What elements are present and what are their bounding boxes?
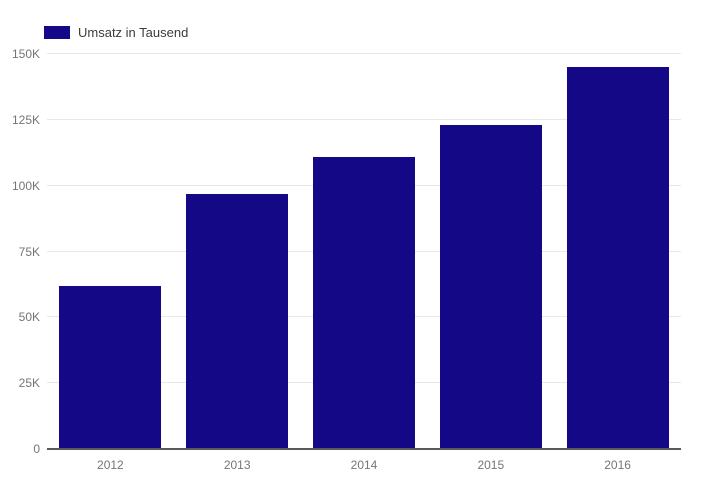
bar-2012 — [59, 285, 162, 449]
x-axis-labels: 2012 2013 2014 2015 2016 — [47, 457, 681, 473]
plot-area — [47, 53, 681, 450]
bar-2015 — [439, 125, 542, 449]
y-tick-label-100K: 100K — [11, 178, 40, 193]
x-tick-label-2016: 2016 — [604, 458, 631, 472]
y-tick-label-0: 0 — [33, 442, 40, 456]
gridline-125K — [47, 118, 681, 120]
y-axis-labels: 0 25K 50K 75K 100K 125K 150K — [0, 47, 40, 456]
x-tick-label-2015: 2015 — [477, 458, 505, 472]
y-tick-label-150K: 150K — [11, 47, 40, 61]
legend-swatch-icon — [44, 26, 70, 39]
x-tick-label-2014: 2014 — [350, 458, 378, 472]
x-tick-label-2012: 2012 — [97, 458, 124, 472]
y-tick-label-25K: 25K — [18, 376, 40, 391]
legend: Umsatz in Tausend — [44, 25, 188, 40]
x-tick-label-2013: 2013 — [223, 458, 251, 472]
x-axis-line — [47, 448, 681, 450]
bar-2014 — [313, 156, 415, 449]
bar-2013 — [186, 193, 289, 449]
legend-label: Umsatz in Tausend — [78, 25, 189, 40]
bar-2016 — [566, 67, 669, 449]
gridline-150K — [47, 53, 681, 54]
y-tick-label-75K: 75K — [18, 244, 40, 259]
y-tick-label-50K: 50K — [18, 310, 40, 325]
y-tick-label-125K: 125K — [11, 112, 40, 127]
